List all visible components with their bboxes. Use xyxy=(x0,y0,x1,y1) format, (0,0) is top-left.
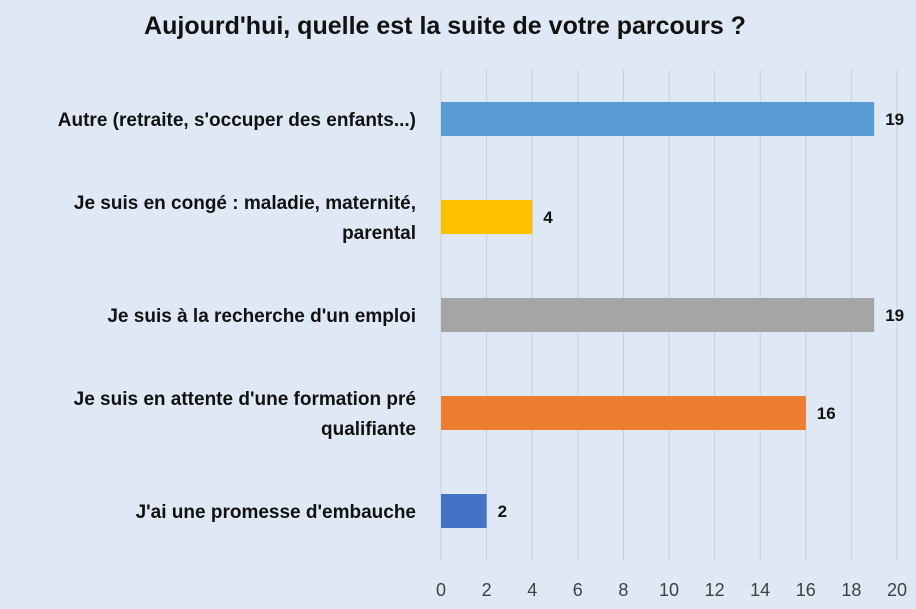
data-label-0: 19 xyxy=(885,110,904,129)
category-label-1: Je suis en congé : maladie, maternité, pa… xyxy=(74,193,416,244)
x-tick-label-6: 12 xyxy=(705,580,725,600)
x-tick-label-4: 8 xyxy=(618,580,628,600)
category-label-0: Autre (retraite, s'occuper des enfants..… xyxy=(58,110,416,131)
category-label-3: Je suis en attente d'une formation pré qu… xyxy=(74,389,416,440)
bar-1 xyxy=(441,200,533,234)
bar-3 xyxy=(441,396,806,430)
data-label-2: 19 xyxy=(885,306,904,325)
bar-2 xyxy=(441,298,875,332)
x-tick-label-8: 16 xyxy=(796,580,816,600)
chart-title: Aujourd'hui, quelle est la suite de votr… xyxy=(144,12,746,40)
data-label-3: 16 xyxy=(817,404,836,423)
category-label-2: Je suis à la recherche d'un emploi xyxy=(107,306,416,327)
bar-4 xyxy=(441,494,487,528)
data-label-4: 2 xyxy=(498,502,507,521)
x-tick-label-7: 14 xyxy=(750,580,770,600)
x-tick-label-10: 20 xyxy=(887,580,907,600)
bar-0 xyxy=(441,102,875,136)
data-label-1: 4 xyxy=(543,208,553,227)
x-tick-label-3: 6 xyxy=(573,580,583,600)
x-tick-label-1: 2 xyxy=(482,580,492,600)
x-tick-label-2: 4 xyxy=(527,580,537,600)
category-label-4: J'ai une promesse d'embauche xyxy=(136,502,416,523)
x-tick-label-9: 18 xyxy=(841,580,861,600)
x-tick-label-0: 0 xyxy=(436,580,446,600)
x-tick-label-5: 10 xyxy=(659,580,679,600)
